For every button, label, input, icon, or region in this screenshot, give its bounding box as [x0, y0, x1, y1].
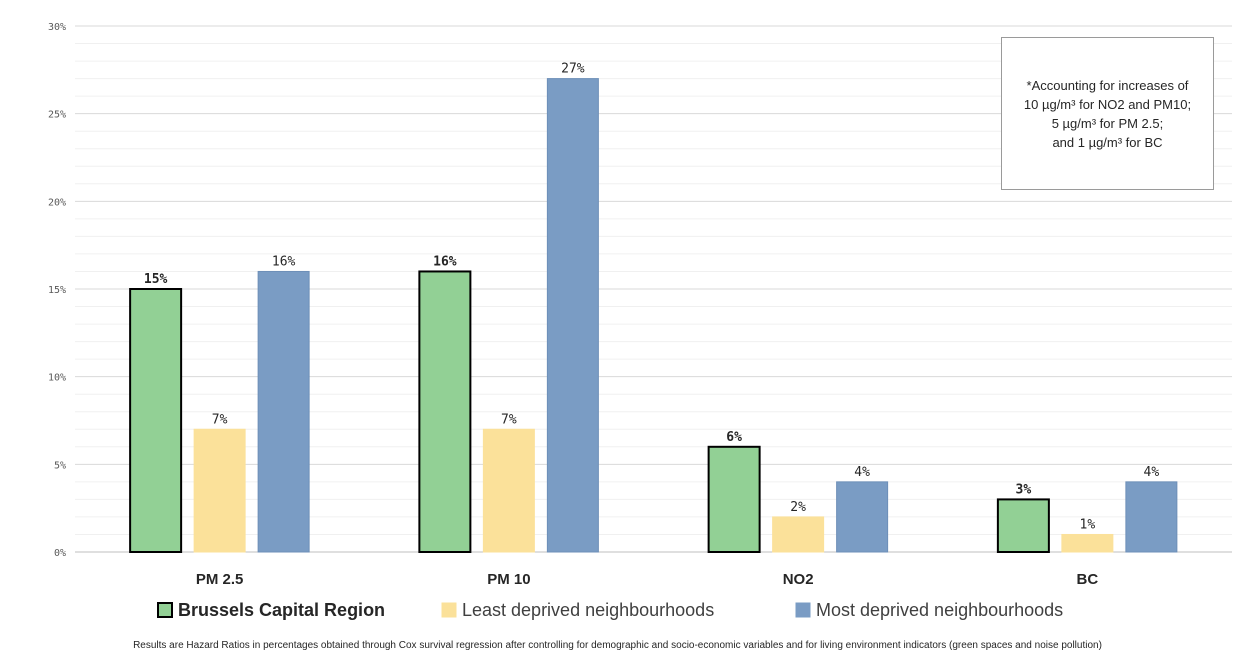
- annotation-line: *Accounting for increases of: [1026, 77, 1189, 93]
- bar-brussels: [996, 498, 1050, 553]
- data-label: 4%: [1144, 465, 1160, 480]
- legend-swatch: [795, 602, 811, 618]
- data-label: 27%: [561, 62, 585, 77]
- annotation-line: 10 µg/m³ for NO2 and PM10;: [1023, 96, 1192, 112]
- data-label: 15%: [144, 272, 168, 287]
- bar-brussels: [418, 270, 472, 553]
- data-label: 16%: [272, 254, 296, 269]
- data-label: 6%: [726, 430, 742, 445]
- legend-label: Most deprived neighbourhoods: [816, 600, 1063, 620]
- x-category-label: NO2: [783, 571, 814, 588]
- bar-most-deprived: [836, 481, 889, 553]
- y-tick-label: 0%: [54, 548, 66, 559]
- bar-brussels: [129, 288, 183, 553]
- x-category-label: PM 2.5: [196, 571, 244, 588]
- y-tick-label: 30%: [48, 22, 66, 33]
- y-axis: 0% 5% 10% 15% 20% 25% 30%: [48, 22, 66, 559]
- x-axis-labels: PM 2.5 PM 10 NO2 BC: [196, 571, 1099, 588]
- data-label: 16%: [433, 254, 457, 269]
- bar-brussels: [707, 445, 761, 553]
- data-label: 7%: [501, 412, 517, 427]
- y-tick-label: 5%: [54, 460, 66, 471]
- x-category-label: PM 10: [487, 571, 530, 588]
- bar-most-deprived: [546, 78, 599, 553]
- bars: [129, 78, 1178, 553]
- legend-swatch: [157, 602, 173, 618]
- legend-swatch: [441, 602, 457, 618]
- y-tick-label: 25%: [48, 110, 66, 121]
- annotation-line: and 1 µg/m³ for BC: [1052, 134, 1163, 150]
- data-label: 3%: [1016, 482, 1032, 497]
- data-label: 2%: [790, 500, 806, 515]
- annotation-line: 5 µg/m³ for PM 2.5;: [1051, 115, 1164, 131]
- data-label: 4%: [854, 465, 870, 480]
- y-tick-label: 10%: [48, 373, 66, 384]
- footnote: Results are Hazard Ratios in percentages…: [133, 640, 1102, 651]
- legend-label: Brussels Capital Region: [178, 600, 385, 620]
- bar-least-deprived: [482, 428, 535, 553]
- y-tick-label: 15%: [48, 285, 66, 296]
- data-labels: 15% 7% 16% 16% 7% 27% 6% 2% 4% 3% 1% 4%: [144, 62, 1159, 533]
- bar-least-deprived: [193, 428, 246, 553]
- data-label: 7%: [212, 412, 228, 427]
- bar-most-deprived: [257, 270, 310, 553]
- x-category-label: BC: [1077, 571, 1099, 588]
- bar-most-deprived: [1125, 481, 1178, 553]
- data-label: 1%: [1080, 517, 1096, 532]
- legend-label: Least deprived neighbourhoods: [462, 600, 714, 620]
- legend: Brussels Capital Region Least deprived ne…: [157, 600, 1063, 620]
- annotation-box: *Accounting for increases of 10 µg/m³ fo…: [1001, 37, 1214, 190]
- annotation-text: *Accounting for increases of 10 µg/m³ fo…: [1024, 76, 1191, 152]
- y-tick-label: 20%: [48, 197, 66, 208]
- bar-least-deprived: [772, 516, 825, 553]
- bar-least-deprived: [1061, 533, 1114, 553]
